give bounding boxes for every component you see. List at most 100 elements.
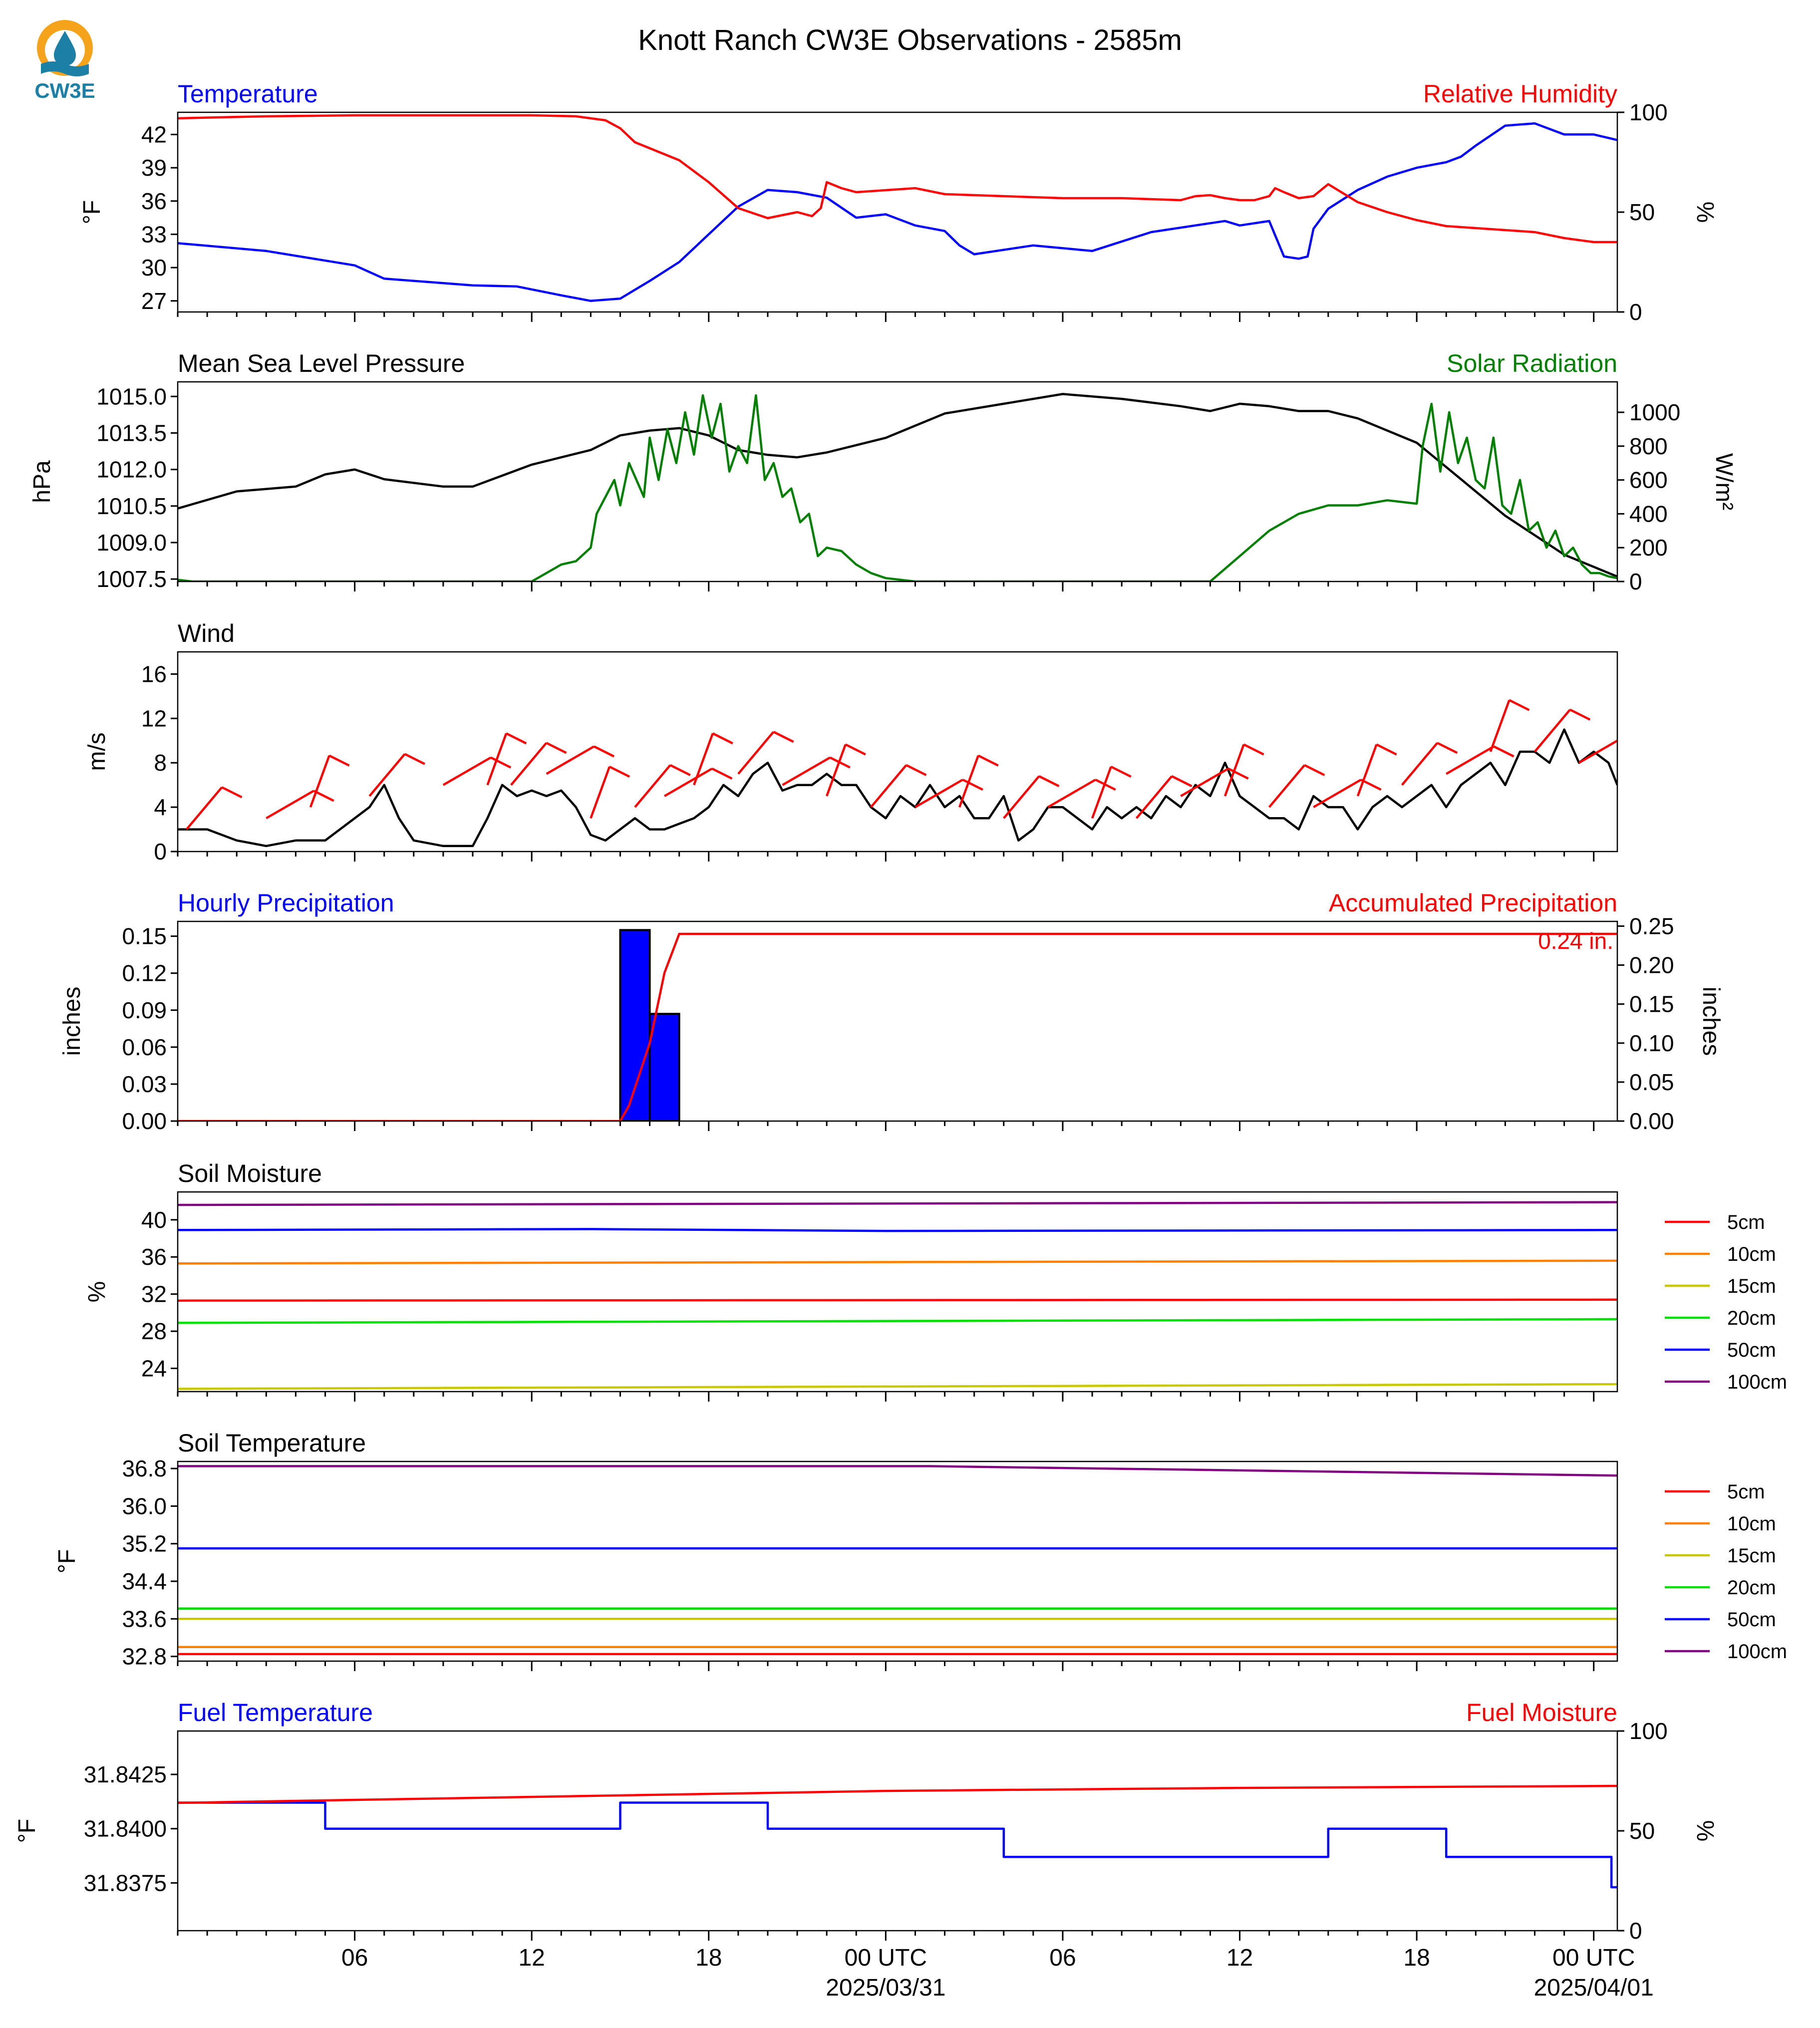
ytick-label-left-1: 28 bbox=[141, 1318, 167, 1344]
series-1-line bbox=[178, 114, 1617, 244]
xtick-label-7: 00 UTC bbox=[1552, 1945, 1635, 1971]
xtick-label-2: 18 bbox=[695, 1945, 722, 1971]
wind-barb-staff bbox=[663, 767, 713, 797]
wind-barb-flag bbox=[1171, 775, 1193, 788]
wind-barb-staff bbox=[1268, 764, 1306, 808]
wind-barb-staff bbox=[1533, 709, 1571, 753]
ylabel-left: % bbox=[84, 1281, 110, 1303]
ytick-label-left-0: 0.00 bbox=[122, 1108, 167, 1134]
wind-barb-flag bbox=[313, 790, 334, 802]
wind-barb-flag bbox=[1437, 742, 1458, 754]
wind-barb-staff bbox=[1401, 742, 1439, 786]
wind-barb-29 bbox=[1489, 699, 1530, 752]
ytick-label-left-4: 16 bbox=[141, 661, 167, 687]
panel-precip: Hourly Precipitation Accumulated Precipit… bbox=[59, 889, 1724, 1134]
panel-wind: Wind 0 4 8 12 16 m/s bbox=[84, 619, 1646, 865]
wind-barb-staff bbox=[1446, 745, 1495, 775]
wind-barb-30 bbox=[1533, 708, 1591, 753]
ytick-label-right-3: 0.15 bbox=[1629, 991, 1674, 1017]
wind-barb-flag bbox=[1626, 735, 1646, 745]
legend-label-50cm: 50cm bbox=[1727, 1339, 1776, 1361]
panel-frame bbox=[177, 651, 1618, 853]
wind-barb-4 bbox=[442, 756, 512, 786]
wind-barb-26 bbox=[1356, 743, 1397, 797]
wind-barb-staff bbox=[634, 764, 671, 808]
wind-barb-staff bbox=[510, 742, 548, 786]
wind-barb-flag bbox=[593, 745, 614, 758]
ytick-label-left-2: 0.06 bbox=[122, 1034, 167, 1060]
ytick-label-right-2: 0.10 bbox=[1629, 1030, 1674, 1056]
ytick-label-left-3: 1012.0 bbox=[96, 457, 167, 483]
ylabel-left: hPa bbox=[29, 460, 55, 503]
panel-soil-moisture: Soil Moisture2428323640%5cm10cm15cm20cm5… bbox=[84, 1159, 1787, 1402]
ytick-label-right-4: 0.20 bbox=[1629, 952, 1674, 978]
ylabel-right: W/m² bbox=[1711, 453, 1737, 511]
series-100cm-line bbox=[178, 1465, 1617, 1477]
ytick-label-left-2: 34.4 bbox=[122, 1568, 167, 1594]
ytick-label-right-2: 100 bbox=[1629, 1718, 1668, 1744]
wind-barb-staff bbox=[368, 753, 406, 797]
series-1-line bbox=[178, 1784, 1617, 1804]
wind-barb-flag bbox=[1569, 708, 1591, 721]
ylabel-left: °F bbox=[14, 1819, 40, 1843]
legend-label-15cm: 15cm bbox=[1727, 1275, 1776, 1297]
ytick-label-left-3: 36 bbox=[141, 188, 167, 214]
plot-area bbox=[178, 1784, 1617, 1889]
wind-barb-27 bbox=[1401, 742, 1458, 786]
xtick-label-1: 12 bbox=[518, 1945, 545, 1971]
ytick-label-left-4: 39 bbox=[141, 155, 167, 181]
ytick-label-left-2: 1010.5 bbox=[96, 493, 167, 519]
ytick-label-right-2: 400 bbox=[1629, 501, 1668, 527]
panel-title-left: Mean Sea Level Pressure bbox=[178, 349, 465, 377]
panel-temp-rh: Temperature Relative Humidity 27 30 33 36 39 42… bbox=[79, 80, 1718, 325]
legend-label-10cm: 10cm bbox=[1727, 1513, 1776, 1535]
wind-barb-9 bbox=[634, 764, 691, 808]
wind-barb-28 bbox=[1446, 745, 1515, 775]
ylabel-left: °F bbox=[54, 1549, 80, 1574]
xtick-label-6: 18 bbox=[1403, 1945, 1430, 1971]
wind-barb-staff bbox=[486, 733, 508, 786]
ytick-label-left-1: 33.6 bbox=[122, 1606, 167, 1632]
accum-annotation: 0.24 in. bbox=[1538, 928, 1613, 954]
series-0-line bbox=[178, 393, 1617, 578]
panel-frame bbox=[177, 1460, 1618, 1662]
plot-area bbox=[178, 393, 1617, 581]
ytick-label-left-1: 0.03 bbox=[122, 1071, 167, 1097]
series-50cm-line bbox=[178, 1228, 1617, 1232]
ytick-label-left-1: 4 bbox=[154, 794, 167, 820]
precip-bar-0 bbox=[619, 929, 651, 1121]
wind-barb-25 bbox=[1313, 779, 1382, 809]
wind-barb-flag bbox=[773, 731, 794, 743]
wind-barb-flag bbox=[490, 756, 512, 769]
ytick-label-left-0: 32.8 bbox=[122, 1644, 167, 1670]
ytick-label-left-2: 33 bbox=[141, 221, 167, 247]
wind-barb-staff bbox=[826, 744, 847, 797]
panel-title-left: Wind bbox=[178, 619, 235, 647]
ytick-label-left-4: 36.0 bbox=[122, 1493, 167, 1519]
plot-area bbox=[178, 1465, 1617, 1656]
ytick-label-left-5: 0.15 bbox=[122, 923, 167, 949]
wind-barb-2 bbox=[309, 754, 350, 808]
legend-label-100cm: 100cm bbox=[1727, 1371, 1787, 1393]
series-10cm-line bbox=[178, 1259, 1617, 1265]
wind-barb-staff bbox=[782, 756, 831, 786]
ytick-label-right-0: 0.00 bbox=[1629, 1108, 1674, 1134]
legend-label-15cm: 15cm bbox=[1727, 1545, 1776, 1567]
legend-label-20cm: 20cm bbox=[1727, 1577, 1776, 1599]
legend-label-5cm: 5cm bbox=[1727, 1481, 1765, 1503]
wind-barb-5 bbox=[486, 732, 527, 786]
series-20cm-line bbox=[178, 1318, 1617, 1324]
panel-frame bbox=[177, 920, 1618, 1122]
ytick-label-right-1: 200 bbox=[1629, 535, 1668, 561]
legend: 5cm 10cm 15cm 20cm 50cm 100cm bbox=[1665, 1211, 1787, 1393]
legend-label-50cm: 50cm bbox=[1727, 1609, 1776, 1631]
xtick-label-0: 06 bbox=[341, 1945, 368, 1971]
wind-barb-flag bbox=[1243, 743, 1264, 756]
ytick-label-left-4: 1013.5 bbox=[96, 420, 167, 446]
panel-frame bbox=[177, 1730, 1618, 1932]
series-100cm-line bbox=[178, 1201, 1617, 1206]
wind-barb-flag bbox=[962, 779, 983, 791]
panel-frame bbox=[177, 381, 1618, 582]
panel-title-left: Hourly Precipitation bbox=[178, 889, 394, 917]
wind-barb-staff bbox=[693, 733, 714, 786]
